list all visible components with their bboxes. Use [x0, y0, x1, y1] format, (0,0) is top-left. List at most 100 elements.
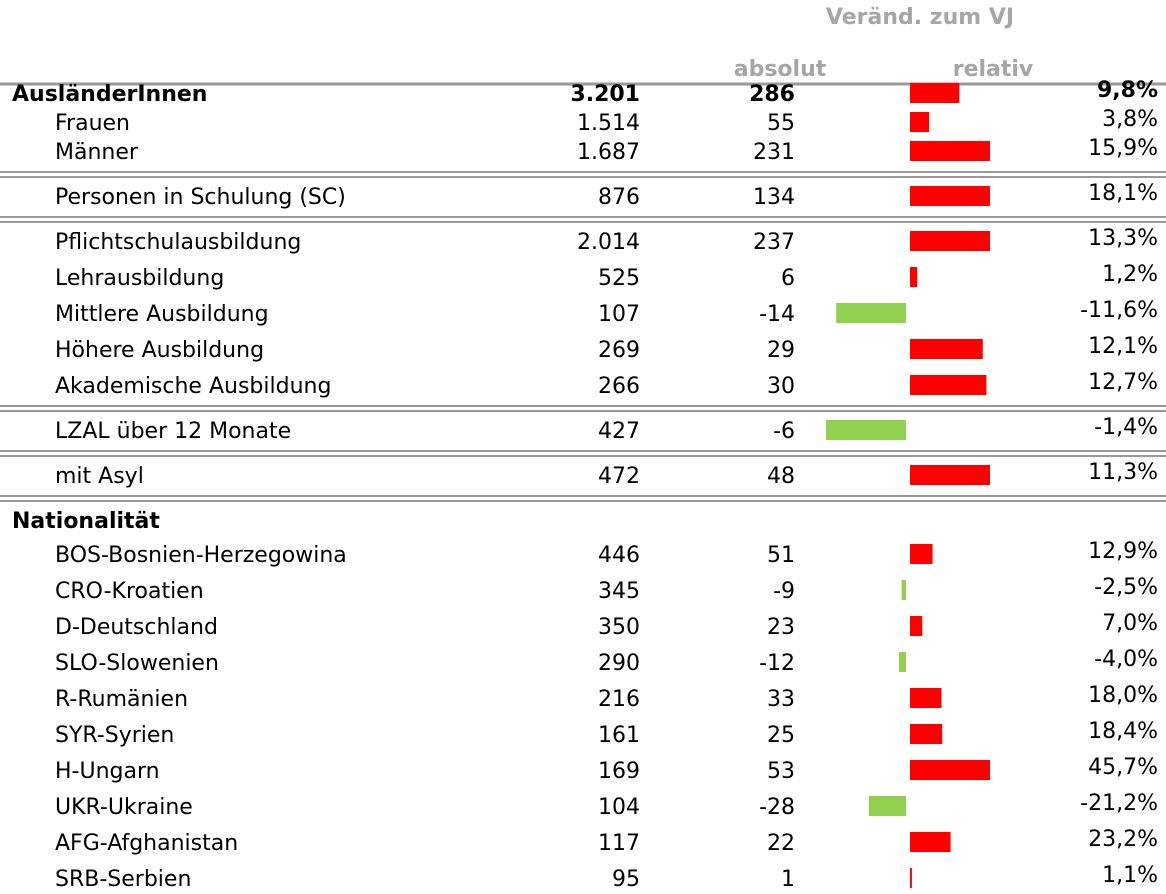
data-bar [910, 724, 943, 744]
row-label: LZAL über 12 Monate [55, 419, 291, 444]
row-label: H-Ungarn [55, 759, 160, 784]
data-bar [910, 688, 942, 708]
row-bestand: 169 [598, 759, 640, 784]
data-bar [836, 303, 906, 323]
row-relativ: 23,2% [1088, 827, 1158, 852]
row-bestand: 427 [598, 419, 640, 444]
data-bar [826, 420, 906, 440]
row-label: R-Rumänien [55, 687, 188, 712]
row-bestand: 216 [598, 687, 640, 712]
row-bestand: 107 [598, 302, 640, 327]
row-bestand: 345 [598, 579, 640, 604]
row-label: Höhere Ausbildung [55, 338, 264, 363]
row-label: Mittlere Ausbildung [55, 302, 269, 327]
row-label: Lehrausbildung [55, 266, 224, 291]
row-absolut: 237 [753, 230, 795, 255]
row-relativ: -1,4% [1094, 415, 1158, 440]
data-bar [910, 83, 960, 103]
row-absolut: 1 [781, 867, 795, 892]
row-label: mit Asyl [55, 464, 144, 489]
data-bar [910, 544, 933, 564]
row-bestand: 876 [598, 185, 640, 210]
row-label: D-Deutschland [55, 615, 218, 640]
data-bar [901, 580, 906, 600]
row-bestand: 266 [598, 374, 640, 399]
row-bestand: 446 [598, 543, 640, 568]
data-bar [910, 375, 987, 395]
row-absolut: -12 [759, 651, 795, 676]
row-absolut: -28 [759, 795, 795, 820]
data-bar [910, 465, 990, 485]
data-bar [910, 760, 990, 780]
row-relativ: -2,5% [1094, 575, 1158, 600]
row-absolut: 51 [767, 543, 795, 568]
row-relativ: 11,3% [1088, 460, 1158, 485]
row-relativ: -4,0% [1094, 647, 1158, 672]
row-relativ: 45,7% [1088, 755, 1158, 780]
row-bestand: 2.014 [577, 230, 640, 255]
row-relativ: 18,1% [1088, 181, 1158, 206]
row-bestand: 104 [598, 795, 640, 820]
row-bestand: 1.687 [577, 140, 640, 165]
row-absolut: 33 [767, 687, 795, 712]
row-absolut: -14 [759, 302, 795, 327]
data-bar [910, 231, 990, 251]
row-bestand: 161 [598, 723, 640, 748]
row-label: Pflichtschulausbildung [55, 230, 301, 255]
row-relativ: 18,4% [1088, 719, 1158, 744]
row-relativ: 12,9% [1088, 539, 1158, 564]
header-title: Veränd. zum VJ [826, 5, 1014, 30]
row-bestand: 350 [598, 615, 640, 640]
row-label: Frauen [55, 111, 130, 136]
row-relativ: 18,0% [1088, 683, 1158, 708]
row-absolut: 231 [753, 140, 795, 165]
row-relativ: 12,7% [1088, 370, 1158, 395]
row-label: AFG-Afghanistan [55, 831, 238, 856]
row-label: Akademische Ausbildung [55, 374, 331, 399]
data-bar [910, 141, 990, 161]
data-bar [910, 339, 983, 359]
row-bestand: 269 [598, 338, 640, 363]
row-label: SLO-Slowenien [55, 651, 219, 676]
data-bar [898, 652, 906, 672]
row-relativ: 12,1% [1088, 334, 1158, 359]
header-relativ: relativ [953, 57, 1034, 82]
data-bar [910, 616, 923, 636]
row-bestand: 117 [598, 831, 640, 856]
row-relativ: 13,3% [1088, 226, 1158, 251]
row-label: Personen in Schulung (SC) [55, 185, 346, 210]
row-relativ: -21,2% [1080, 791, 1158, 816]
row-absolut: 48 [767, 464, 795, 489]
row-absolut: 55 [767, 111, 795, 136]
row-relativ: 7,0% [1102, 611, 1158, 636]
row-absolut: -6 [773, 419, 795, 444]
header-absolut: absolut [734, 57, 827, 82]
row-absolut: 25 [767, 723, 795, 748]
row-absolut: 23 [767, 615, 795, 640]
row-relativ: 1,2% [1102, 262, 1158, 287]
row-label: Männer [55, 140, 139, 165]
row-absolut: 29 [767, 338, 795, 363]
row-relativ: 9,8% [1097, 78, 1158, 103]
row-label: BOS-Bosnien-Herzegowina [55, 543, 347, 568]
row-absolut: -9 [773, 579, 795, 604]
data-bar [868, 796, 906, 816]
row-label: SYR-Syrien [55, 723, 174, 748]
row-relativ: 3,8% [1102, 107, 1158, 132]
row-relativ: -11,6% [1080, 298, 1158, 323]
row-bestand: 290 [598, 651, 640, 676]
row-relativ: 15,9% [1088, 136, 1158, 161]
row-absolut: 30 [767, 374, 795, 399]
data-bar [910, 112, 930, 132]
row-label: SRB-Serbien [55, 867, 191, 892]
row-label: CRO-Kroatien [55, 579, 204, 604]
data-bar [910, 186, 990, 206]
data-bar [910, 832, 951, 852]
row-absolut: 286 [749, 82, 795, 107]
row-absolut: 6 [781, 266, 795, 291]
row-bestand: 472 [598, 464, 640, 489]
row-label: AusländerInnen [12, 82, 207, 107]
row-bestand: 3.201 [570, 82, 640, 107]
row-relativ: 1,1% [1102, 863, 1158, 888]
